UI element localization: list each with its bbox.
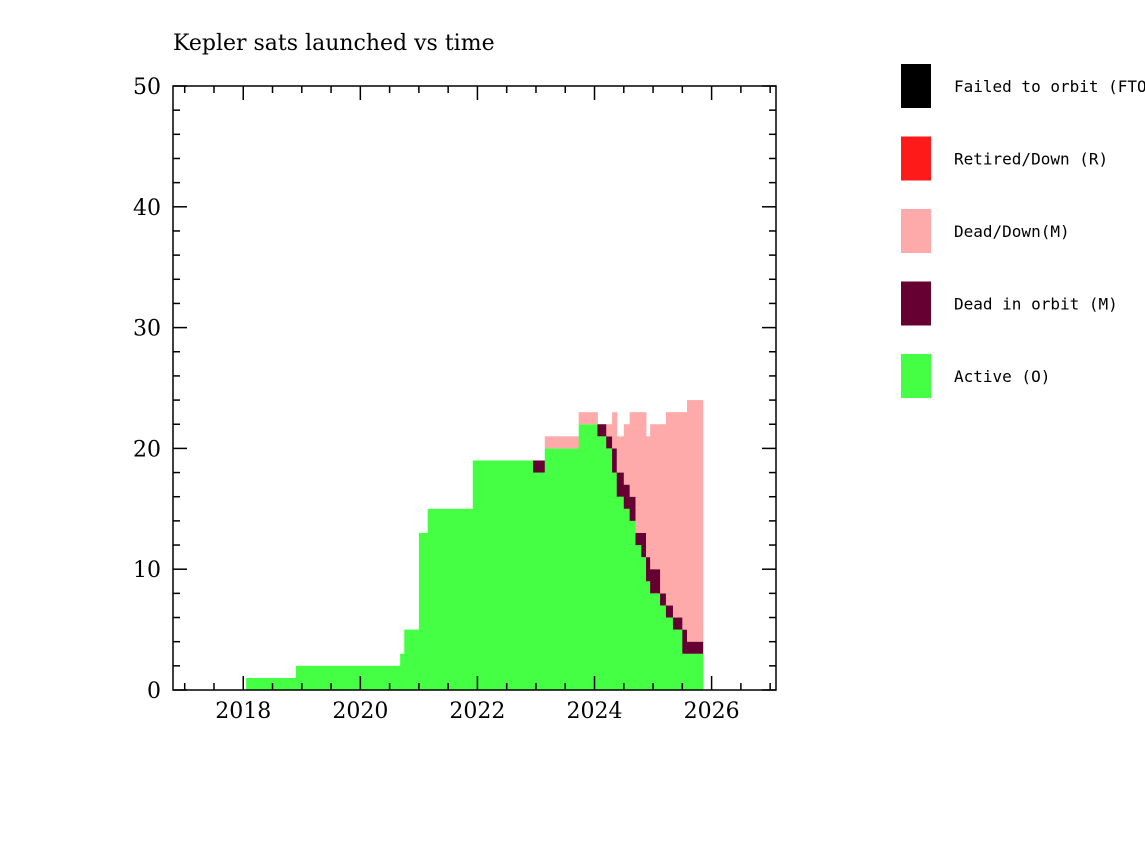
- bar-segment-active-o: [612, 472, 618, 690]
- bar-segment-dead-down-m: [629, 412, 636, 497]
- bar-segment-active-o: [660, 605, 667, 690]
- x-tick-label: 2026: [684, 699, 740, 724]
- bar-segment-dead-in-orbit-m: [597, 424, 607, 437]
- bar-segment-active-o: [533, 472, 546, 690]
- bar-segment-dead-in-orbit-m: [682, 629, 688, 654]
- bar-segment-dead-down-m: [606, 424, 613, 437]
- bar-segment-active-o: [597, 436, 607, 690]
- legend-swatch-retired-down-r: [901, 136, 931, 181]
- bar-segment-active-o: [672, 629, 683, 690]
- legend-label-retired-down-r: Retired/Down (R): [954, 150, 1108, 169]
- bar-segment-active-o: [665, 617, 674, 690]
- legend-label-active-o: Active (O): [954, 367, 1050, 386]
- x-tick-label: 2020: [332, 699, 388, 724]
- axis-ticks: 0 10 20 30 40 50 2018 2020 2022 2024 2026: [133, 75, 776, 724]
- bar-segment-active-o: [295, 665, 401, 690]
- bar-segment-active-o: [404, 629, 420, 690]
- bar-segment-dead-down-m: [646, 436, 651, 558]
- bar-segment-active-o: [653, 593, 661, 690]
- chart-title: Kepler sats launched vs time: [173, 31, 495, 56]
- bar-segment-dead-in-orbit-m: [641, 532, 647, 558]
- y-tick-label: 30: [133, 317, 161, 342]
- bar-segment-dead-in-orbit-m: [616, 472, 625, 497]
- bar-segment-active-o: [400, 653, 405, 690]
- legend-label-dead-in-orbit-m: Dead in orbit (M): [954, 295, 1118, 314]
- bar-segment-dead-down-m: [544, 436, 580, 449]
- legend-label-dead-down-m: Dead/Down(M): [954, 222, 1070, 241]
- bar-segment-active-o: [472, 460, 534, 690]
- legend: Failed to orbit (FTO) Retired/Down (R) Dea…: [901, 64, 1145, 398]
- bar-segment-active-o: [682, 653, 688, 690]
- bar-segment-dead-down-m: [672, 412, 683, 618]
- bar-segment-dead-in-orbit-m: [687, 641, 704, 654]
- bar-segment-dead-in-orbit-m: [623, 484, 631, 509]
- bar-segment-active-o: [623, 508, 631, 690]
- bar-segment-dead-in-orbit-m: [672, 617, 683, 630]
- legend-swatch-dead-in-orbit-m: [901, 281, 931, 326]
- y-tick-label: 20: [133, 437, 161, 462]
- legend-swatch-active-o: [901, 354, 931, 398]
- bar-segment-dead-in-orbit-m: [650, 569, 654, 594]
- bar-segment-dead-in-orbit-m: [660, 593, 667, 606]
- bar-segment-dead-down-m: [641, 412, 647, 533]
- bar-segment-active-o: [578, 424, 598, 690]
- bar-segment-dead-down-m: [616, 436, 625, 473]
- bar-segment-dead-down-m: [665, 412, 674, 606]
- bar-segment-active-o: [427, 508, 474, 690]
- bar-segment-active-o: [418, 532, 429, 690]
- bar-segment-dead-in-orbit-m: [612, 448, 618, 473]
- y-tick-label: 0: [147, 679, 161, 704]
- legend-label-failed-to-orbit-fto: Failed to orbit (FTO): [954, 77, 1145, 96]
- bar-segment-dead-down-m: [650, 424, 654, 570]
- bar-segment-dead-down-m: [635, 412, 642, 533]
- x-tick-label: 2018: [215, 699, 271, 724]
- bar-segment-dead-in-orbit-m: [606, 436, 613, 449]
- plot-frame: [172, 85, 777, 691]
- plot-area: [246, 400, 704, 690]
- legend-swatch-dead-down-m: [901, 209, 931, 253]
- bar-segment-dead-down-m: [687, 400, 704, 642]
- bar-segment-active-o: [641, 557, 647, 690]
- bar-segment-dead-down-m: [682, 412, 688, 630]
- bar-segment-active-o: [246, 677, 297, 690]
- bar-segment-active-o: [650, 593, 654, 690]
- bar-segment-active-o: [616, 496, 625, 690]
- bar-segment-dead-down-m: [660, 424, 667, 594]
- bar-segment-active-o: [544, 448, 580, 690]
- bar-segment-dead-in-orbit-m: [635, 532, 642, 546]
- x-tick-label: 2022: [449, 699, 505, 724]
- bar-segment-active-o: [687, 653, 704, 690]
- bar-segment-dead-in-orbit-m: [665, 605, 674, 618]
- bar-segment-dead-down-m: [612, 412, 618, 449]
- bar-segment-dead-down-m: [578, 412, 598, 425]
- legend-swatch-failed-to-orbit-fto: [901, 64, 931, 108]
- x-tick-label: 2024: [567, 699, 623, 724]
- bar-segment-dead-down-m: [653, 424, 661, 570]
- bar-segment-active-o: [635, 545, 642, 690]
- bar-segment-dead-in-orbit-m: [629, 496, 636, 521]
- bar-segment-dead-in-orbit-m: [646, 557, 651, 582]
- bar-segment-active-o: [646, 581, 651, 690]
- bar-segment-dead-in-orbit-m: [533, 460, 546, 473]
- bar-segment-active-o: [629, 520, 636, 690]
- bar-segment-active-o: [606, 448, 613, 690]
- y-tick-label: 50: [133, 75, 161, 100]
- y-tick-label: 40: [133, 196, 161, 221]
- bar-segment-dead-down-m: [623, 424, 631, 485]
- bar-segment-dead-in-orbit-m: [653, 569, 661, 594]
- y-tick-label: 10: [133, 558, 161, 583]
